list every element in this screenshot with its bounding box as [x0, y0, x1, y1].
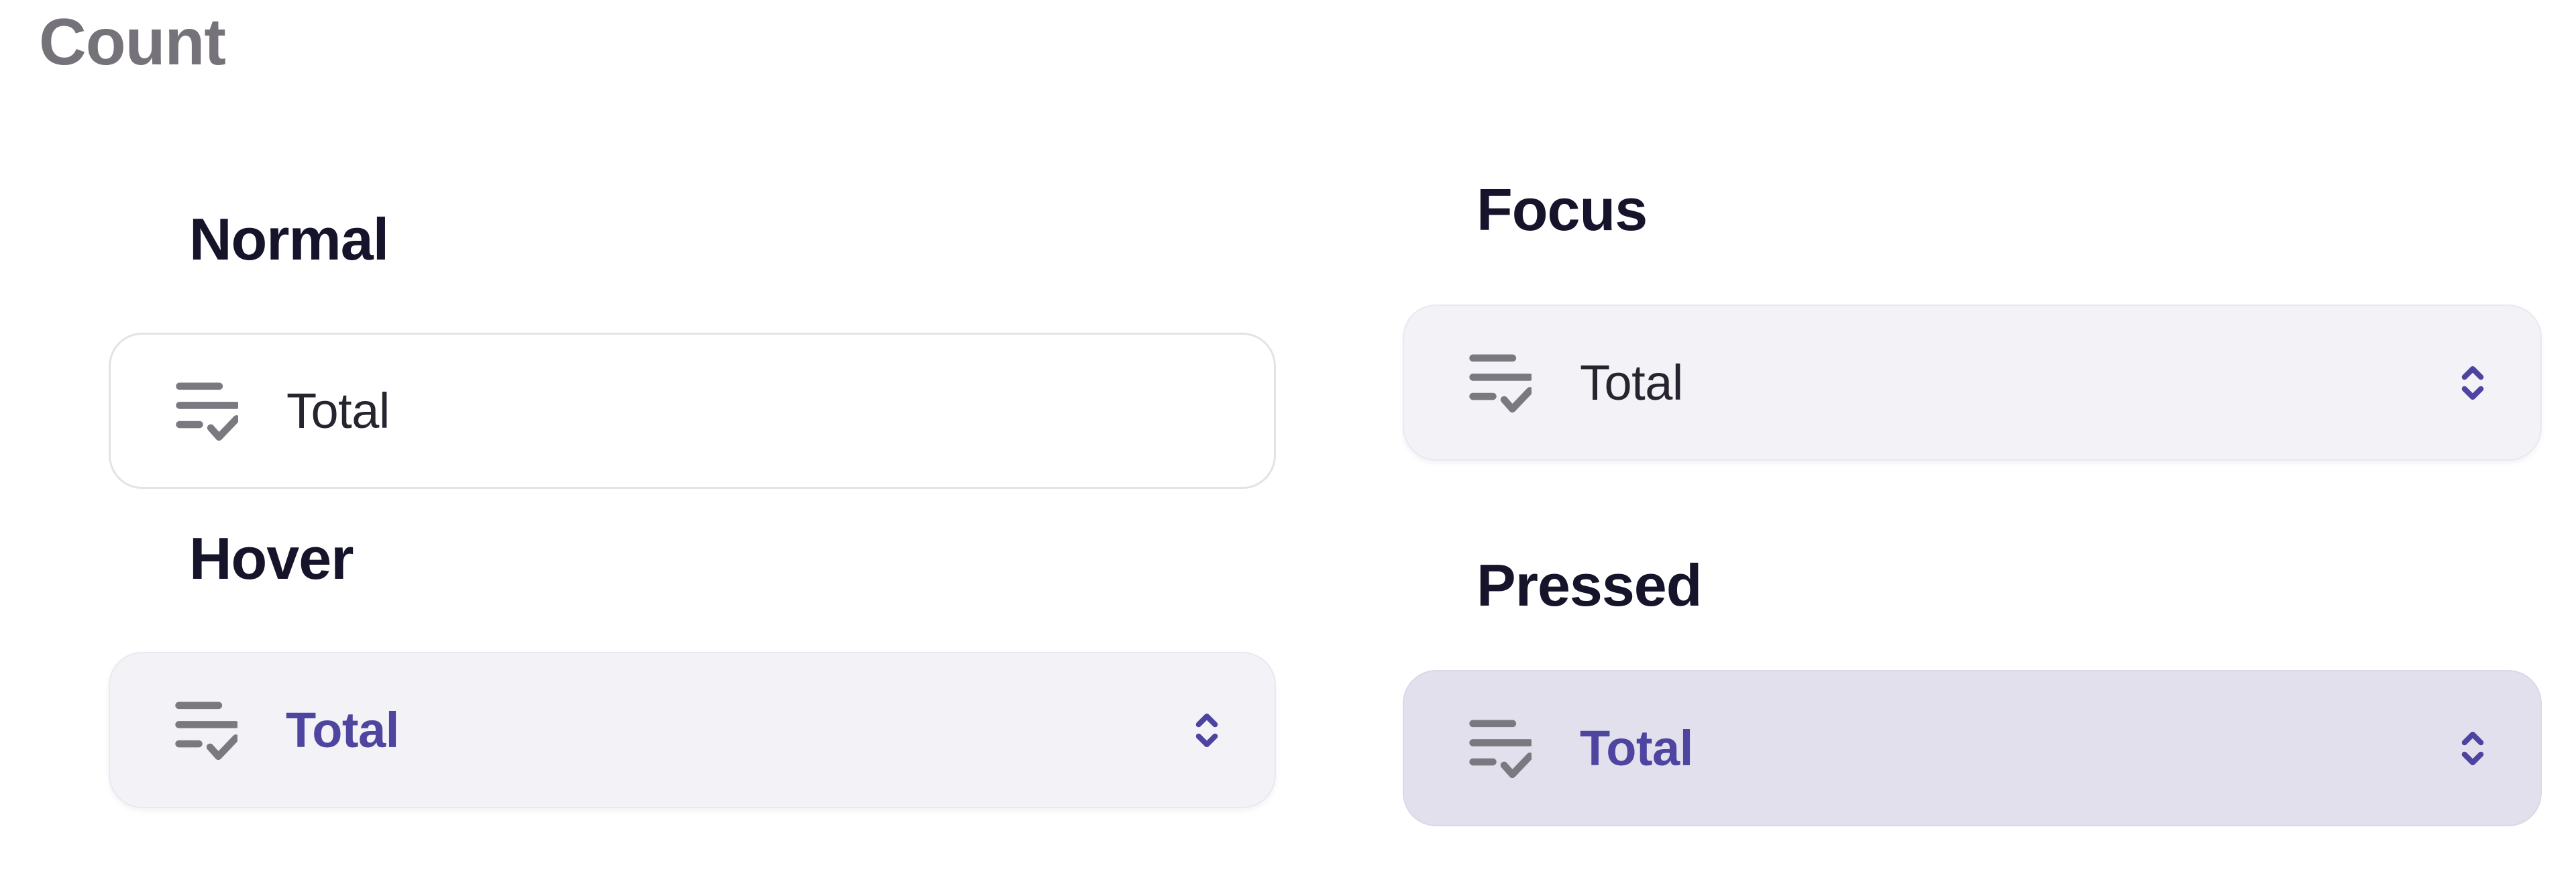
- state-label-focus: Focus: [1477, 176, 1648, 243]
- list-check-icon: [1466, 716, 1532, 781]
- list-check-icon: [1466, 350, 1532, 416]
- count-combobox-focus[interactable]: Total: [1403, 304, 2542, 461]
- count-combobox-hover[interactable]: Total: [109, 652, 1276, 808]
- count-combobox-normal[interactable]: Total: [109, 333, 1276, 489]
- count-combobox-pressed[interactable]: Total: [1403, 670, 2542, 826]
- page-title: Count: [39, 5, 226, 78]
- combobox-value: Total: [1580, 355, 1683, 410]
- chevrons-up-down-icon: [1193, 709, 1221, 752]
- list-check-icon: [172, 378, 238, 444]
- combobox-value: Total: [286, 702, 399, 758]
- combobox-value: Total: [286, 383, 390, 439]
- list-check-icon: [172, 698, 237, 763]
- state-label-normal: Normal: [189, 206, 389, 272]
- combobox-value: Total: [1580, 720, 1693, 776]
- chevrons-up-down-icon: [2459, 361, 2487, 404]
- chevrons-up-down-icon: [2459, 727, 2487, 770]
- state-label-hover: Hover: [189, 525, 354, 592]
- state-label-pressed: Pressed: [1477, 552, 1702, 618]
